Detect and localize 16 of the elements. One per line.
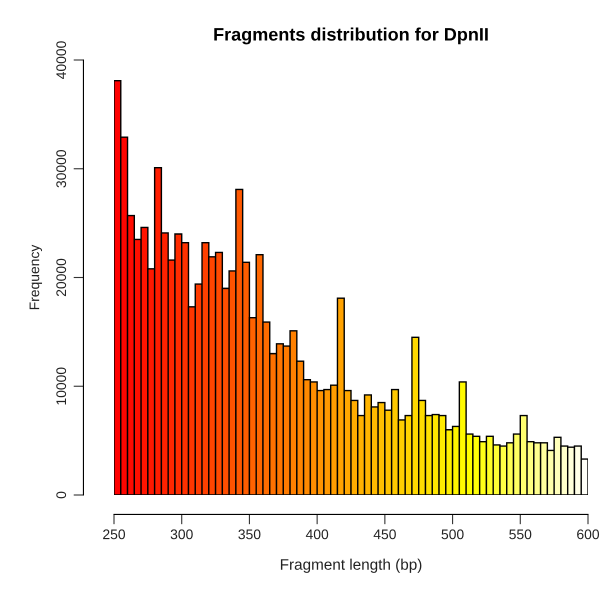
x-tick-label: 400 [306, 529, 328, 540]
x-tick-label: 600 [577, 529, 600, 540]
y-tick-label: 10000 [56, 367, 66, 404]
y-tick-label: 20000 [56, 258, 66, 296]
y-axis-title: Frequency [30, 244, 42, 310]
x-tick-label: 550 [509, 529, 532, 540]
x-tick-label: 250 [103, 529, 126, 540]
y-tick-label: 0 [56, 492, 66, 498]
x-tick-label: 450 [374, 529, 396, 540]
y-tick-label: 30000 [56, 150, 66, 188]
y-tick-label: 40000 [56, 41, 66, 79]
x-axis-title: Fragment length (bp) [280, 558, 422, 573]
x-tick-label: 500 [442, 529, 464, 540]
x-tick-label: 350 [238, 529, 260, 540]
chart-title: Fragments distribution for DpnII [214, 27, 488, 44]
x-tick-label: 300 [170, 529, 193, 540]
